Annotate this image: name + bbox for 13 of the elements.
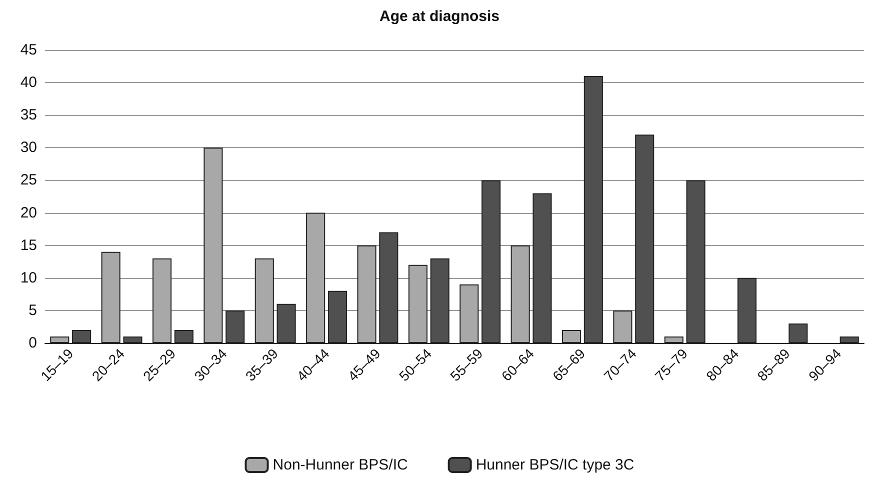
y-tick-label: 40 <box>20 74 37 92</box>
y-tick-label: 25 <box>20 172 37 189</box>
y-tick-label: 10 <box>20 269 37 286</box>
y-tick-label: 35 <box>20 106 37 124</box>
y-tick-label: 0 <box>28 334 37 352</box>
y-tick-label: 30 <box>20 139 37 156</box>
y-tick-label: 5 <box>28 302 37 319</box>
legend-label: Hunner BPS/IC type 3C <box>476 456 634 474</box>
y-tick-label: 15 <box>20 236 37 254</box>
y-tick-label: 20 <box>20 204 37 222</box>
chart-title: Age at diagnosis <box>379 8 500 25</box>
y-tick-label: 45 <box>20 42 37 58</box>
legend-label: Non-Hunner BPS/IC <box>272 456 408 474</box>
